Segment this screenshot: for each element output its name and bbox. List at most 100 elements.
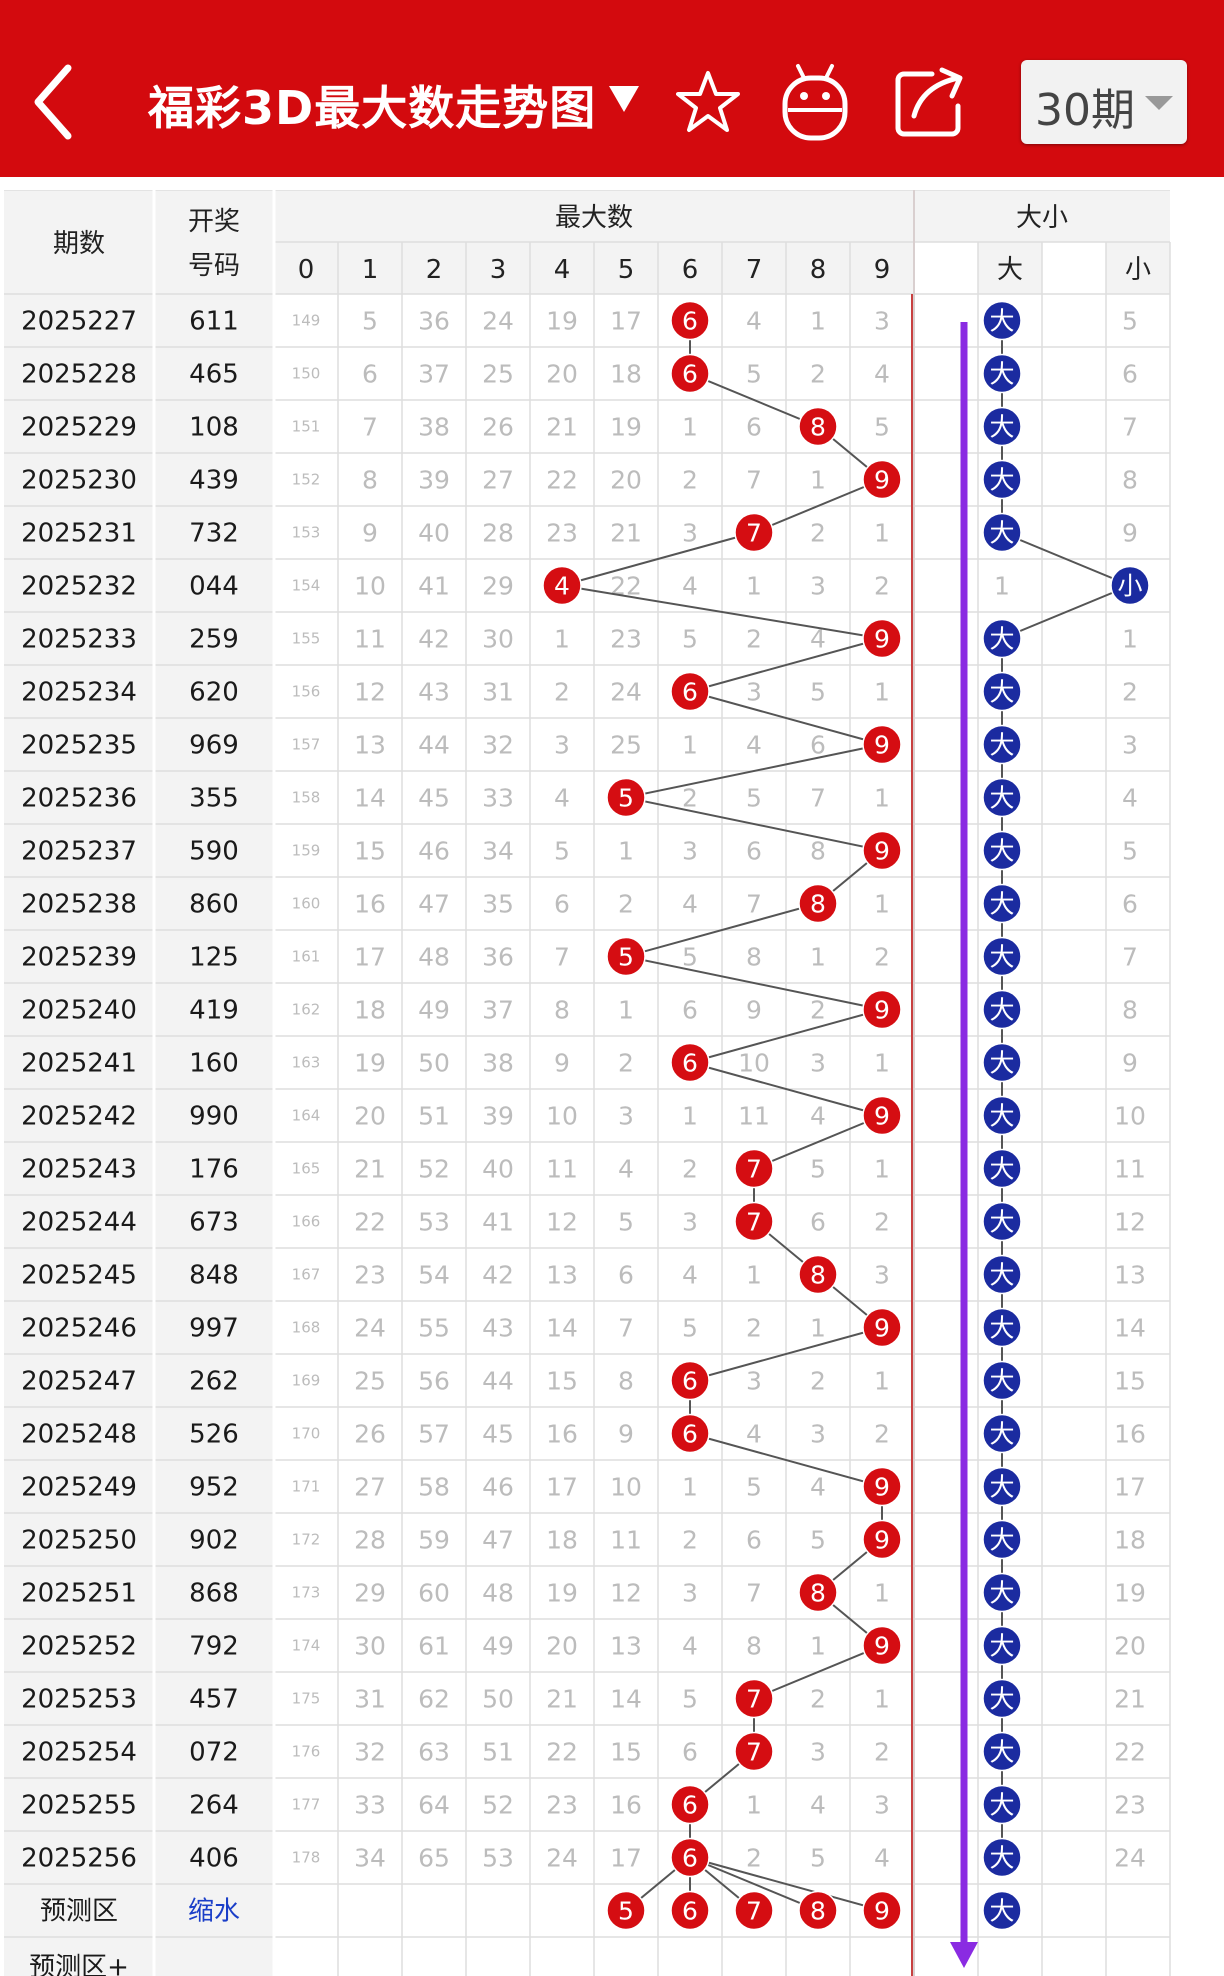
svg-text:大: 大: [989, 1314, 1014, 1343]
omission-cell: 23: [546, 519, 578, 548]
omission-cell: 47: [482, 1526, 514, 1555]
omission-cell: 5: [618, 1208, 634, 1237]
omission-cell: 154: [292, 577, 321, 595]
svg-text:6: 6: [682, 1420, 698, 1449]
small-omission: 20: [1114, 1632, 1146, 1661]
chevron-down-icon: [1145, 96, 1173, 110]
omission-cell: 4: [810, 625, 826, 654]
trend-arrow-head: [950, 1942, 978, 1968]
svg-text:大: 大: [989, 1738, 1014, 1767]
omission-cell: 1: [682, 413, 698, 442]
svg-text:大: 大: [989, 1208, 1014, 1237]
omission-cell: 157: [292, 736, 321, 754]
omission-cell: 6: [746, 837, 762, 866]
omission-cell: 7: [746, 890, 762, 919]
omission-cell: 2: [810, 519, 826, 548]
max-ball: 8: [798, 1254, 838, 1295]
omission-cell: 16: [546, 1420, 578, 1449]
omission-cell: 42: [418, 625, 450, 654]
omission-cell: 53: [482, 1844, 514, 1873]
omission-cell: 3: [874, 1791, 890, 1820]
omission-cell: 53: [418, 1208, 450, 1237]
share-icon[interactable]: [892, 66, 966, 140]
svg-text:7: 7: [746, 1738, 762, 1767]
omission-cell: 10: [738, 1049, 770, 1078]
row-draw: 044: [189, 572, 239, 602]
omission-cell: 3: [746, 1367, 762, 1396]
omission-cell: 22: [546, 1738, 578, 1767]
small-omission: 24: [1114, 1844, 1146, 1873]
omission-cell: 2: [746, 1314, 762, 1343]
omission-cell: 50: [482, 1685, 514, 1714]
row-draw: 176: [189, 1155, 239, 1185]
page-title[interactable]: 福彩3D最大数走势图: [148, 81, 597, 135]
svg-text:9: 9: [874, 837, 890, 866]
omission-cell: 5: [810, 678, 826, 707]
omission-cell: 11: [610, 1526, 642, 1555]
omission-cell: 1: [682, 1473, 698, 1502]
omission-cell: 12: [610, 1579, 642, 1608]
back-icon[interactable]: [30, 62, 76, 142]
omission-cell: 169: [292, 1372, 321, 1390]
omission-cell: 2: [682, 1526, 698, 1555]
svg-text:7: 7: [746, 1155, 762, 1184]
omission-cell: 20: [354, 1102, 386, 1131]
omission-cell: 162: [292, 1001, 321, 1019]
omission-cell: 17: [354, 943, 386, 972]
max-ball: 9: [862, 1095, 902, 1136]
small-omission: 13: [1114, 1261, 1146, 1290]
omission-cell: 46: [482, 1473, 514, 1502]
omission-cell: 5: [874, 413, 890, 442]
svg-text:6: 6: [682, 678, 698, 707]
svg-text:8: 8: [810, 413, 826, 442]
svg-text:大: 大: [989, 625, 1014, 654]
period-select[interactable]: 30期: [1021, 60, 1187, 144]
max-ball: 9: [862, 989, 902, 1030]
omission-cell: 2: [682, 784, 698, 813]
predict-ball: 8: [798, 1890, 838, 1931]
big-omission: 1: [994, 572, 1010, 601]
row-issue: 2025243: [21, 1155, 137, 1185]
row-issue: 2025228: [21, 360, 137, 390]
omission-cell: 5: [682, 943, 698, 972]
big-ball: 大: [982, 1678, 1022, 1719]
star-icon[interactable]: [676, 70, 740, 134]
dropdown-icon[interactable]: [607, 84, 641, 114]
small-omission: 11: [1114, 1155, 1146, 1184]
max-ball: 5: [606, 936, 646, 977]
omission-cell: 27: [354, 1473, 386, 1502]
omission-cell: 2: [554, 678, 570, 707]
small-omission: 1: [1122, 625, 1138, 654]
shrink-link[interactable]: 缩水: [188, 1897, 240, 1927]
big-ball: 大: [982, 1572, 1022, 1613]
omission-cell: 1: [874, 1049, 890, 1078]
small-omission: 15: [1114, 1367, 1146, 1396]
omission-cell: 39: [418, 466, 450, 495]
omission-cell: 10: [546, 1102, 578, 1131]
omission-cell: 151: [292, 418, 321, 436]
omission-cell: 1: [874, 1685, 890, 1714]
omission-cell: 47: [418, 890, 450, 919]
row-draw: 125: [189, 943, 239, 973]
max-ball: 9: [862, 724, 902, 765]
omission-cell: 172: [292, 1531, 321, 1549]
robot-icon[interactable]: [780, 62, 850, 142]
omission-cell: 37: [482, 996, 514, 1025]
max-ball: 9: [862, 618, 902, 659]
omission-cell: 155: [292, 630, 321, 648]
omission-cell: 23: [546, 1791, 578, 1820]
omission-cell: 26: [482, 413, 514, 442]
omission-cell: 1: [618, 996, 634, 1025]
svg-text:6: 6: [682, 1049, 698, 1078]
omission-cell: 4: [682, 572, 698, 601]
max-ball: 5: [606, 777, 646, 818]
svg-text:9: 9: [874, 1632, 890, 1661]
omission-cell: 64: [418, 1791, 450, 1820]
small-omission: 18: [1114, 1526, 1146, 1555]
omission-cell: 8: [554, 996, 570, 1025]
big-ball: 大: [982, 1625, 1022, 1666]
max-ball: 6: [670, 300, 710, 341]
omission-cell: 50: [418, 1049, 450, 1078]
omission-cell: 11: [738, 1102, 770, 1131]
omission-cell: 31: [354, 1685, 386, 1714]
